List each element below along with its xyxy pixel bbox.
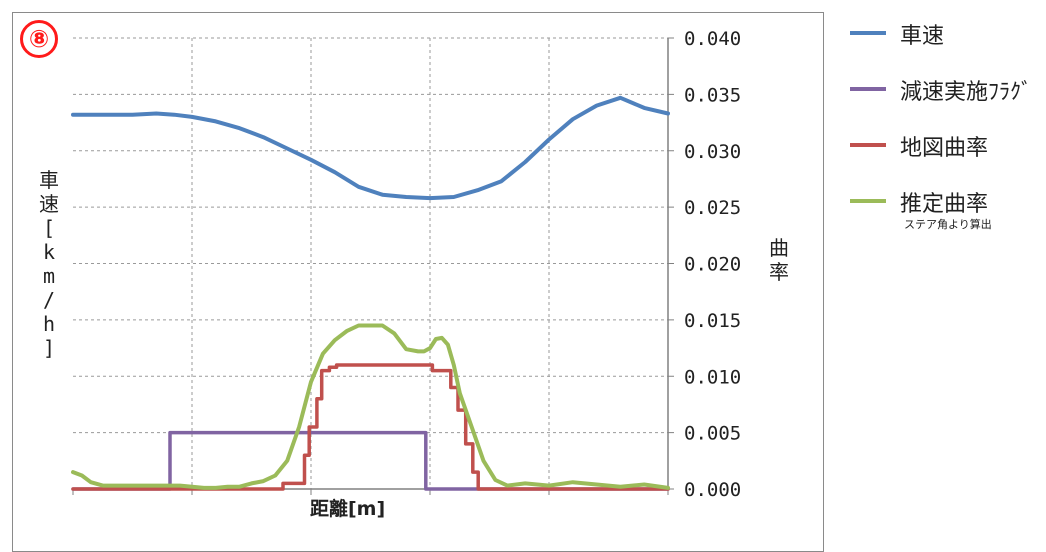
legend-label-decel-flag: 減速実施ﾌﾗｸﾞ [900, 80, 1033, 105]
legend: 車速 減速実施ﾌﾗｸﾞ 地図曲率 推定曲率 ステア角より算出 [848, 16, 1038, 240]
y-right-tick-label: 0.015 [684, 310, 741, 332]
est-curvature-line [71, 323, 670, 490]
legend-item-decel-flag: 減速実施ﾌﾗｸﾞ [848, 72, 1038, 128]
y-right-tick-label: 0.020 [684, 254, 741, 276]
legend-item-map-curvature: 地図曲率 [848, 128, 1038, 184]
y-axis-right-label: 曲 率 [769, 236, 789, 284]
decel-flag-line [71, 430, 670, 491]
map-curvature-line [71, 363, 670, 491]
legend-swatch-decel-flag [850, 87, 886, 91]
y-axis-left-label: 車 速 [ k m / h ] [39, 168, 59, 360]
figure-number-badge: ⑧ [20, 20, 58, 58]
legend-label-speed: 車速 [900, 24, 945, 49]
chart-plot: 0.000 0.005 0.010 0.015 0.020 0.025 0.030 0.035… [71, 28, 741, 501]
legend-label-est-curvature: 推定曲率 [900, 192, 989, 217]
speed-line [71, 95, 670, 201]
legend-swatch-est-curvature [850, 199, 886, 203]
legend-swatch-speed [850, 31, 886, 35]
y-right-tick-label: 0.010 [684, 366, 741, 388]
y-right-tick-label: 0.000 [684, 479, 741, 501]
y-right-tick-label: 0.005 [684, 423, 741, 445]
y-right-tick-label: 0.035 [684, 84, 741, 106]
legend-swatch-map-curvature [850, 143, 886, 147]
legend-item-speed: 車速 [848, 16, 1038, 72]
y-right-tick-label: 0.025 [684, 197, 741, 219]
chart-frame [12, 12, 824, 552]
legend-note-est-curvature: ステア角より算出 [904, 218, 992, 231]
legend-label-map-curvature: 地図曲率 [900, 136, 989, 161]
x-axis-label: 距離[m] [310, 498, 386, 520]
legend-item-est-curvature: 推定曲率 ステア角より算出 [848, 184, 1038, 240]
y-right-tick-label: 0.030 [684, 141, 741, 163]
y-right-tick-label: 0.040 [684, 28, 741, 50]
